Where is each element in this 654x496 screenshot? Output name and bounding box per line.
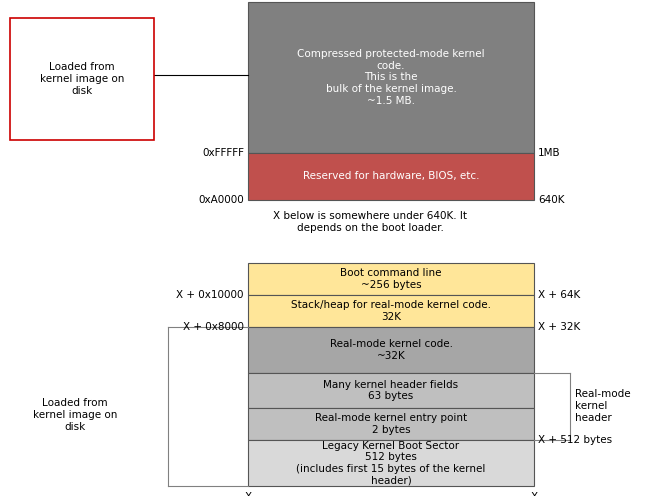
Text: 0xFFFFF: 0xFFFFF xyxy=(202,148,244,158)
Text: X + 0x10000: X + 0x10000 xyxy=(177,290,244,300)
Bar xyxy=(248,440,534,486)
Text: 640K: 640K xyxy=(538,195,564,205)
Text: Boot command line
~256 bytes: Boot command line ~256 bytes xyxy=(340,268,441,290)
Text: Real-mode
kernel
header: Real-mode kernel header xyxy=(575,389,630,423)
Text: X + 512 bytes: X + 512 bytes xyxy=(538,435,612,445)
Text: X: X xyxy=(245,492,252,496)
Text: Reserved for hardware, BIOS, etc.: Reserved for hardware, BIOS, etc. xyxy=(303,172,479,182)
Text: X: X xyxy=(530,492,538,496)
Text: Loaded from
kernel image on
disk: Loaded from kernel image on disk xyxy=(33,398,117,432)
Text: X + 32K: X + 32K xyxy=(538,322,580,332)
Text: X below is somewhere under 640K. It
depends on the boot loader.: X below is somewhere under 640K. It depe… xyxy=(273,211,467,233)
Text: Many kernel header fields
63 bytes: Many kernel header fields 63 bytes xyxy=(324,380,458,401)
Text: Real-mode kernel entry point
2 bytes: Real-mode kernel entry point 2 bytes xyxy=(315,413,467,435)
Bar xyxy=(248,373,534,408)
Text: Compressed protected-mode kernel
code.
This is the
bulk of the kernel image.
~1.: Compressed protected-mode kernel code. T… xyxy=(297,49,485,106)
Bar xyxy=(248,153,534,200)
Bar xyxy=(248,327,534,373)
Bar xyxy=(248,263,534,295)
Text: X + 0x8000: X + 0x8000 xyxy=(183,322,244,332)
Text: 1MB: 1MB xyxy=(538,148,560,158)
Text: Real-mode kernel code.
~32K: Real-mode kernel code. ~32K xyxy=(330,339,453,361)
Text: Stack/heap for real-mode kernel code.
32K: Stack/heap for real-mode kernel code. 32… xyxy=(291,300,491,322)
Text: 0xA0000: 0xA0000 xyxy=(198,195,244,205)
Bar xyxy=(248,408,534,440)
Text: Legacy Kernel Boot Sector
512 bytes
(includes first 15 bytes of the kernel
heade: Legacy Kernel Boot Sector 512 bytes (inc… xyxy=(296,440,486,486)
Text: X + 64K: X + 64K xyxy=(538,290,580,300)
Bar xyxy=(248,295,534,327)
Bar xyxy=(10,18,154,140)
Text: Loaded from
kernel image on
disk: Loaded from kernel image on disk xyxy=(40,62,124,96)
Bar xyxy=(248,2,534,153)
